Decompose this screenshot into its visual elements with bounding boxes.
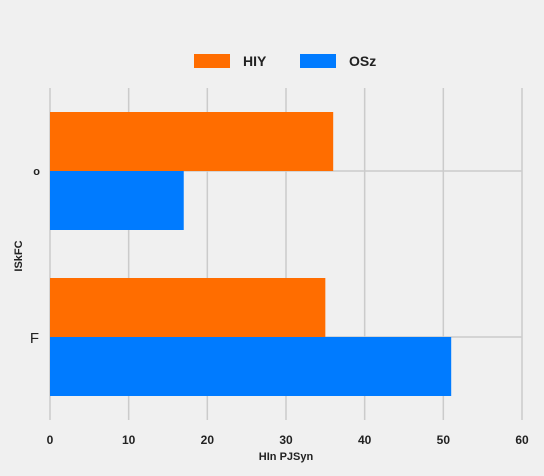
x-axis-title: HIn PJSyn [259,451,314,463]
bar-OSz-F [50,337,452,396]
y-axis-categories: oF [30,166,40,347]
legend: HIY OSz [194,53,376,69]
x-tick-label: 0 [47,433,54,447]
x-tick-label: 10 [122,433,136,447]
legend-swatch [300,54,336,68]
x-axis-ticks: 0 10 20 30 40 50 60 [47,433,529,447]
bar-OSz-o [50,171,184,230]
x-tick-label: 20 [201,433,215,447]
legend-swatch [194,54,230,68]
x-tick-label: 50 [437,433,451,447]
x-tick-label: 40 [358,433,372,447]
x-tick-label: 30 [279,433,293,447]
y-category-label: F [30,330,39,347]
legend-label: OSz [349,53,376,69]
bar-HIY-o [50,112,334,171]
y-axis-title: ISkFC [13,240,25,271]
y-category-label: o [33,166,40,178]
bars [50,112,452,396]
x-tick-label: 60 [515,433,529,447]
bar-HIY-F [50,278,326,337]
legend-label: HIY [243,53,267,69]
